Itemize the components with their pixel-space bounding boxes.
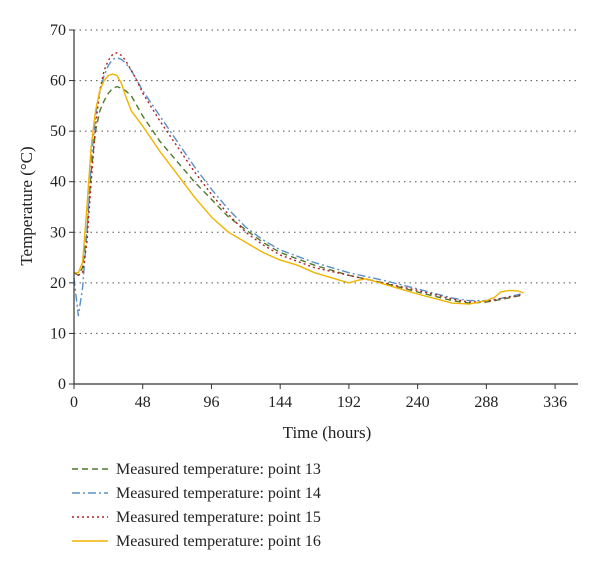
legend: Measured temperature: point 13 Measured t… — [72, 461, 321, 550]
y-tick-label-5: 50 — [50, 123, 66, 140]
x-tick-label-3: 144 — [268, 394, 292, 411]
series-line-3 — [73, 52, 521, 303]
y-tick-label-4: 40 — [50, 174, 66, 191]
x-tick-label-2: 96 — [203, 394, 219, 411]
x-tick-label-1: 48 — [135, 394, 151, 411]
series-line-1 — [73, 85, 521, 304]
legend-label-3: Measured temperature: point 15 — [116, 509, 321, 526]
x-axis-title: Time (hours) — [283, 423, 372, 442]
legend-label-4: Measured temperature: point 16 — [116, 533, 321, 550]
axes — [73, 30, 578, 385]
x-tick-label-0: 0 — [70, 394, 78, 411]
series-line-2 — [73, 57, 521, 317]
legend-label-1: Measured temperature: point 13 — [116, 461, 321, 478]
plot-area — [73, 52, 524, 317]
y-tick-label-7: 70 — [50, 22, 66, 39]
series-line-4 — [74, 73, 524, 305]
x-tick-label-4: 192 — [337, 394, 361, 411]
y-axis-title: Temperature (°C) — [17, 146, 36, 265]
x-tick-label-5: 240 — [406, 394, 430, 411]
y-tick-label-3: 30 — [50, 224, 66, 241]
y-tick-label-1: 10 — [50, 325, 66, 342]
legend-label-2: Measured temperature: point 14 — [116, 485, 321, 502]
tick-labels: 0 10 20 30 40 50 60 70 0 48 96 144 192 240 288 336 — [50, 22, 567, 411]
y-tick-label-0: 0 — [58, 376, 66, 393]
x-tick-label-7: 336 — [543, 394, 567, 411]
y-tick-label-2: 20 — [50, 275, 66, 292]
grid-lines — [74, 29, 578, 334]
y-tick-label-6: 60 — [50, 73, 66, 90]
x-tick-label-6: 288 — [474, 394, 498, 411]
